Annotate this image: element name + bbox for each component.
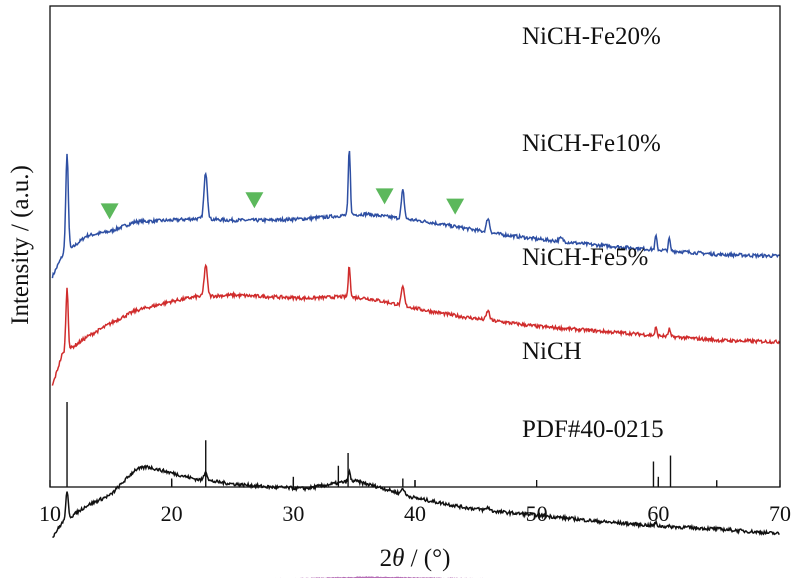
series-label: NiCH-Fe20% [522,23,661,50]
x-tick-label: 60 [647,501,669,526]
axes: 10 20 30 40 50 60 70 [39,5,791,526]
triangle-marker-icon [375,188,394,205]
y-axis-label: Intensity / (a.u.) [7,165,34,325]
x-tick-label: 40 [404,501,426,526]
x-tick-label: 50 [526,501,548,526]
series-line [51,150,780,279]
triangle-marker-icon [446,198,465,215]
x-tick-label: 70 [769,501,791,526]
series-label: NiCH-Fe10% [522,130,661,157]
chart-labels: NiCH-Fe20% NiCH-Fe10% NiCH-Fe5% NiCH PDF#40-… [522,23,664,443]
x-tick-label: 20 [161,501,183,526]
reference-label: PDF#40-0215 [522,416,664,443]
series-label: NiCH [522,338,582,365]
reference-sticks [66,402,718,487]
triangle-marker-icon [100,203,119,220]
series-line [51,263,781,386]
triangle-marker-icon [245,192,264,209]
x-axis-label: 2θ / (°) [380,545,451,572]
x-tick-label: 30 [282,501,304,526]
impurity-markers [100,188,465,220]
series-traces [51,150,781,578]
series-line [52,464,780,538]
x-tick-label: 10 [39,501,61,526]
series-label: NiCH-Fe5% [522,244,648,271]
